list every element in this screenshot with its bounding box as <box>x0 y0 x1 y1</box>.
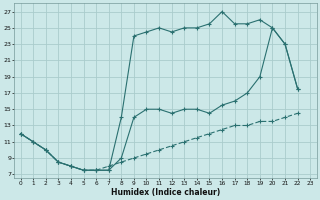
X-axis label: Humidex (Indice chaleur): Humidex (Indice chaleur) <box>111 188 220 197</box>
